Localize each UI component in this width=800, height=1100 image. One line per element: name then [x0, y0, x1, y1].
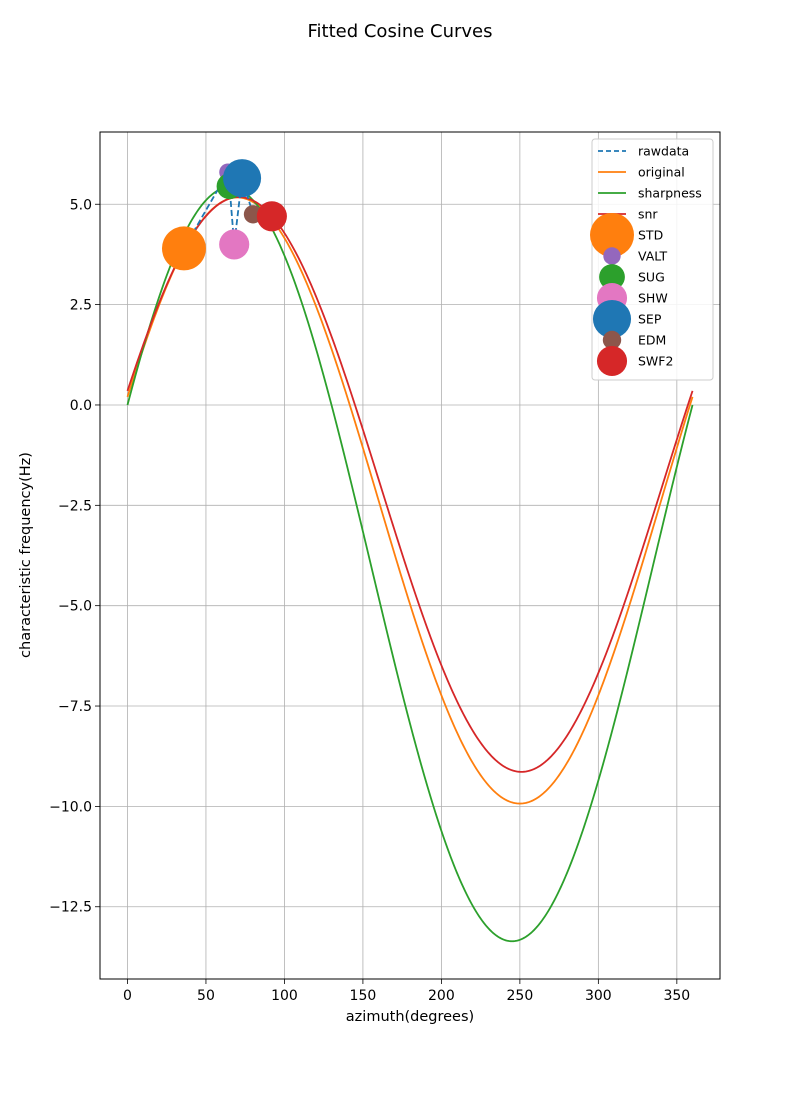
legend-marker-valt	[603, 247, 621, 265]
legend-marker-swf2	[596, 345, 628, 377]
x-tick-label: 300	[585, 988, 612, 1004]
y-tick-label: −10.0	[49, 799, 92, 815]
scatter-point-sep	[222, 159, 262, 198]
y-tick-label: 5.0	[70, 197, 92, 213]
legend-label: snr	[638, 207, 658, 222]
axes-frame	[99, 131, 721, 980]
legend-label: sharpness	[638, 186, 702, 201]
plot-area	[126, 159, 694, 943]
legend-label: STD	[638, 228, 663, 243]
x-tick-label: 350	[663, 988, 690, 1004]
x-tick-label: 50	[197, 988, 215, 1004]
chart-title: Fitted Cosine Curves	[307, 21, 492, 42]
legend-label: SHW	[638, 291, 668, 306]
x-tick-label: 250	[507, 988, 534, 1004]
legend-label: EDM	[638, 333, 666, 348]
legend-marker-edm	[602, 330, 622, 350]
legend-label: original	[638, 165, 685, 180]
x-tick-label: 100	[271, 988, 298, 1004]
x-tick-label: 0	[123, 988, 132, 1004]
legend-label: SWF2	[638, 354, 673, 369]
series-line-snr	[126, 196, 694, 773]
y-tick-label: −2.5	[58, 498, 92, 514]
x-axis-label: azimuth(degrees)	[346, 1009, 474, 1025]
scatter-point-shw	[219, 229, 250, 260]
legend-label: SEP	[638, 312, 662, 327]
y-tick-label: 2.5	[70, 298, 92, 314]
y-tick-label: −5.0	[58, 599, 92, 615]
x-tick-label: 200	[428, 988, 455, 1004]
tick-layer: 0 50 100 150 200 250 300 350 5.0 2.5 0.0 −2.5 −5.0 −7…	[49, 197, 690, 1004]
legend-marker-sep	[592, 299, 632, 339]
y-tick-label: 0.0	[70, 398, 92, 414]
legend-label: VALT	[638, 249, 668, 264]
legend-label: rawdata	[638, 144, 689, 159]
legend-marker-std	[590, 213, 634, 257]
legend-label: SUG	[638, 270, 665, 285]
legend: rawdata original sharpness snr STD VALT SUG SHW…	[590, 138, 714, 381]
y-tick-label: −7.5	[58, 699, 92, 715]
y-axis-label: characteristic frequency(Hz)	[18, 452, 34, 658]
scatter-point-swf2	[256, 201, 287, 232]
y-tick-label: −12.5	[49, 900, 92, 916]
scatter-point-std	[161, 226, 206, 271]
x-tick-label: 150	[350, 988, 377, 1004]
legend-marker-sug	[599, 264, 625, 290]
